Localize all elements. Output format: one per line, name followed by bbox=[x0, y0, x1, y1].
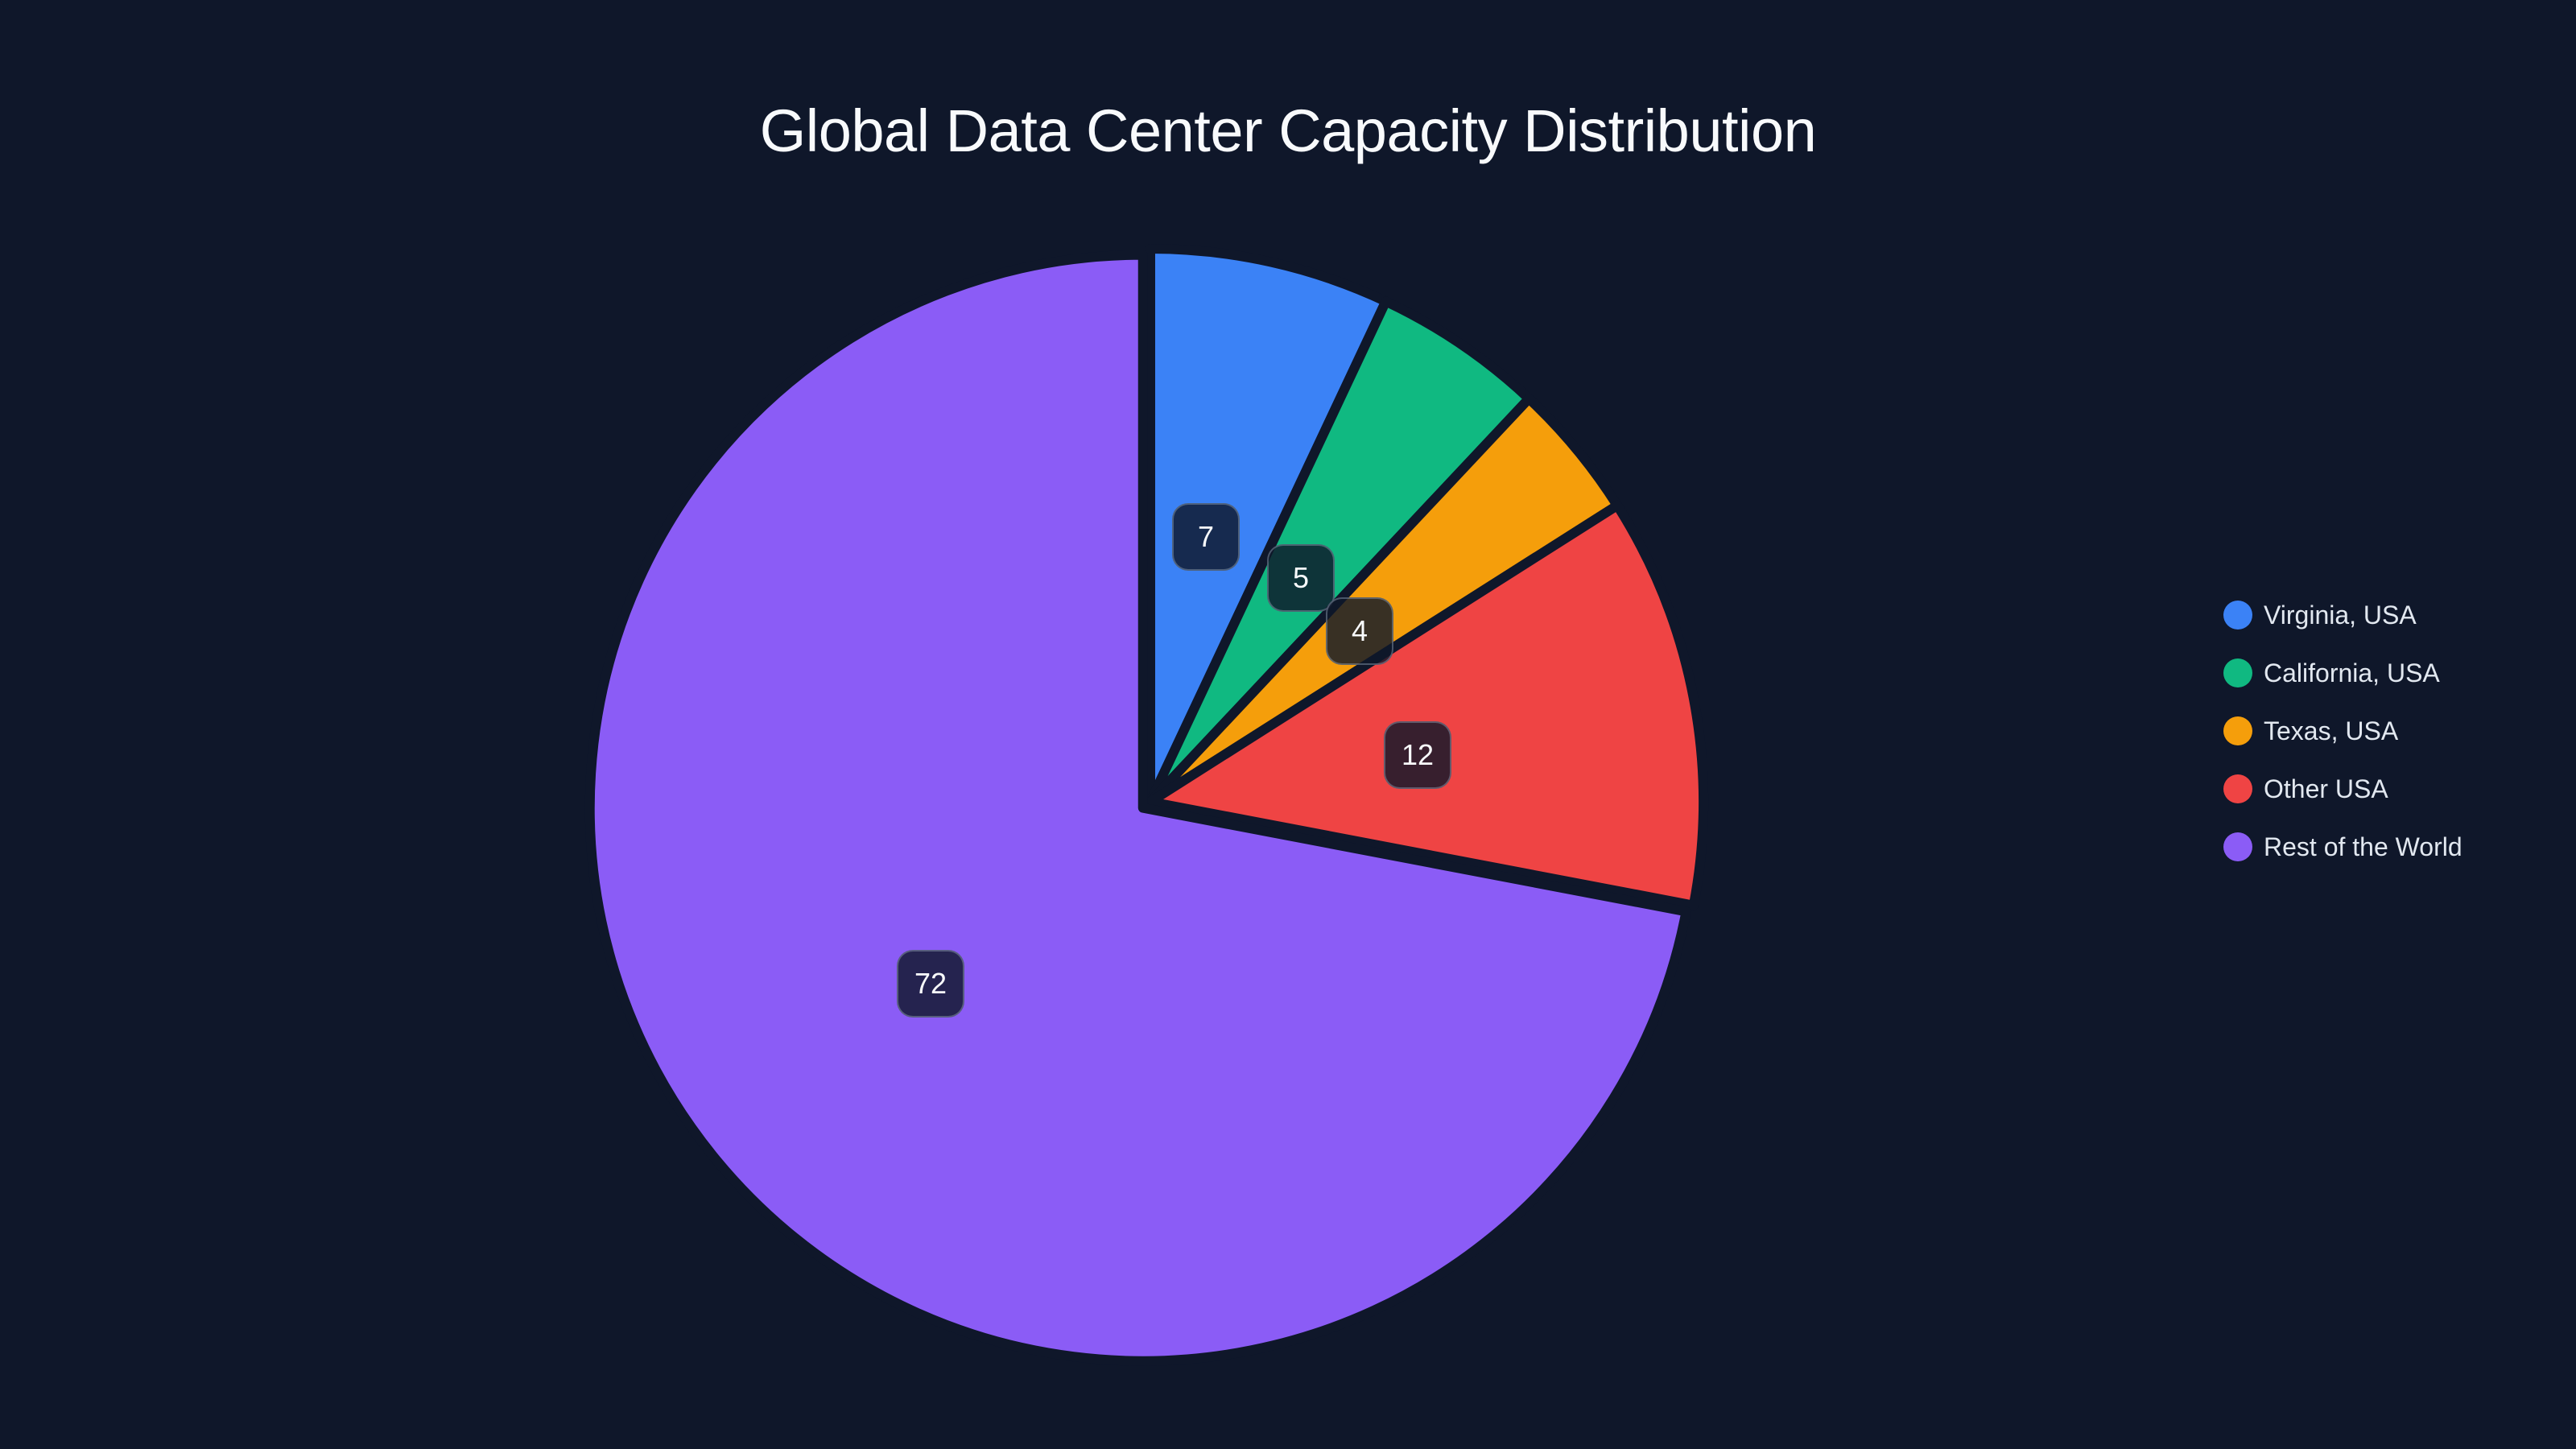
data-label: 7 bbox=[1172, 503, 1240, 571]
chart-title: Global Data Center Capacity Distribution bbox=[759, 97, 1817, 164]
legend-dot-icon bbox=[2223, 716, 2252, 745]
pie-slice-virginia-usa[interactable] bbox=[1146, 244, 1391, 807]
legend-item-california[interactable]: California, USA bbox=[2223, 644, 2462, 702]
legend-item-texas[interactable]: Texas, USA bbox=[2223, 702, 2462, 760]
legend-item-virginia[interactable]: Virginia, USA bbox=[2223, 586, 2462, 644]
legend-dot-icon bbox=[2223, 658, 2252, 687]
pie-slice-rest-of-the-world[interactable] bbox=[584, 250, 1691, 1366]
pie-slice-california-usa[interactable] bbox=[1146, 296, 1534, 807]
legend-label: Texas, USA bbox=[2264, 716, 2399, 745]
data-label: 5 bbox=[1267, 544, 1335, 612]
pie-slices bbox=[584, 244, 1708, 1366]
legend: Virginia, USA California, USA Texas, USA… bbox=[2223, 586, 2462, 876]
legend-item-rest-of-world[interactable]: Rest of the World bbox=[2223, 818, 2462, 876]
legend-dot-icon bbox=[2223, 774, 2252, 803]
legend-item-other-usa[interactable]: Other USA bbox=[2223, 760, 2462, 818]
legend-label: Virginia, USA bbox=[2264, 601, 2417, 630]
legend-label: Other USA bbox=[2264, 774, 2388, 803]
data-label: 12 bbox=[1384, 721, 1451, 789]
legend-dot-icon bbox=[2223, 832, 2252, 861]
legend-label: Rest of the World bbox=[2264, 832, 2462, 861]
data-label: 72 bbox=[897, 950, 964, 1018]
pie-slice-other-usa[interactable] bbox=[1146, 500, 1708, 910]
data-label: 4 bbox=[1326, 597, 1393, 665]
legend-label: California, USA bbox=[2264, 658, 2440, 687]
legend-dot-icon bbox=[2223, 601, 2252, 630]
